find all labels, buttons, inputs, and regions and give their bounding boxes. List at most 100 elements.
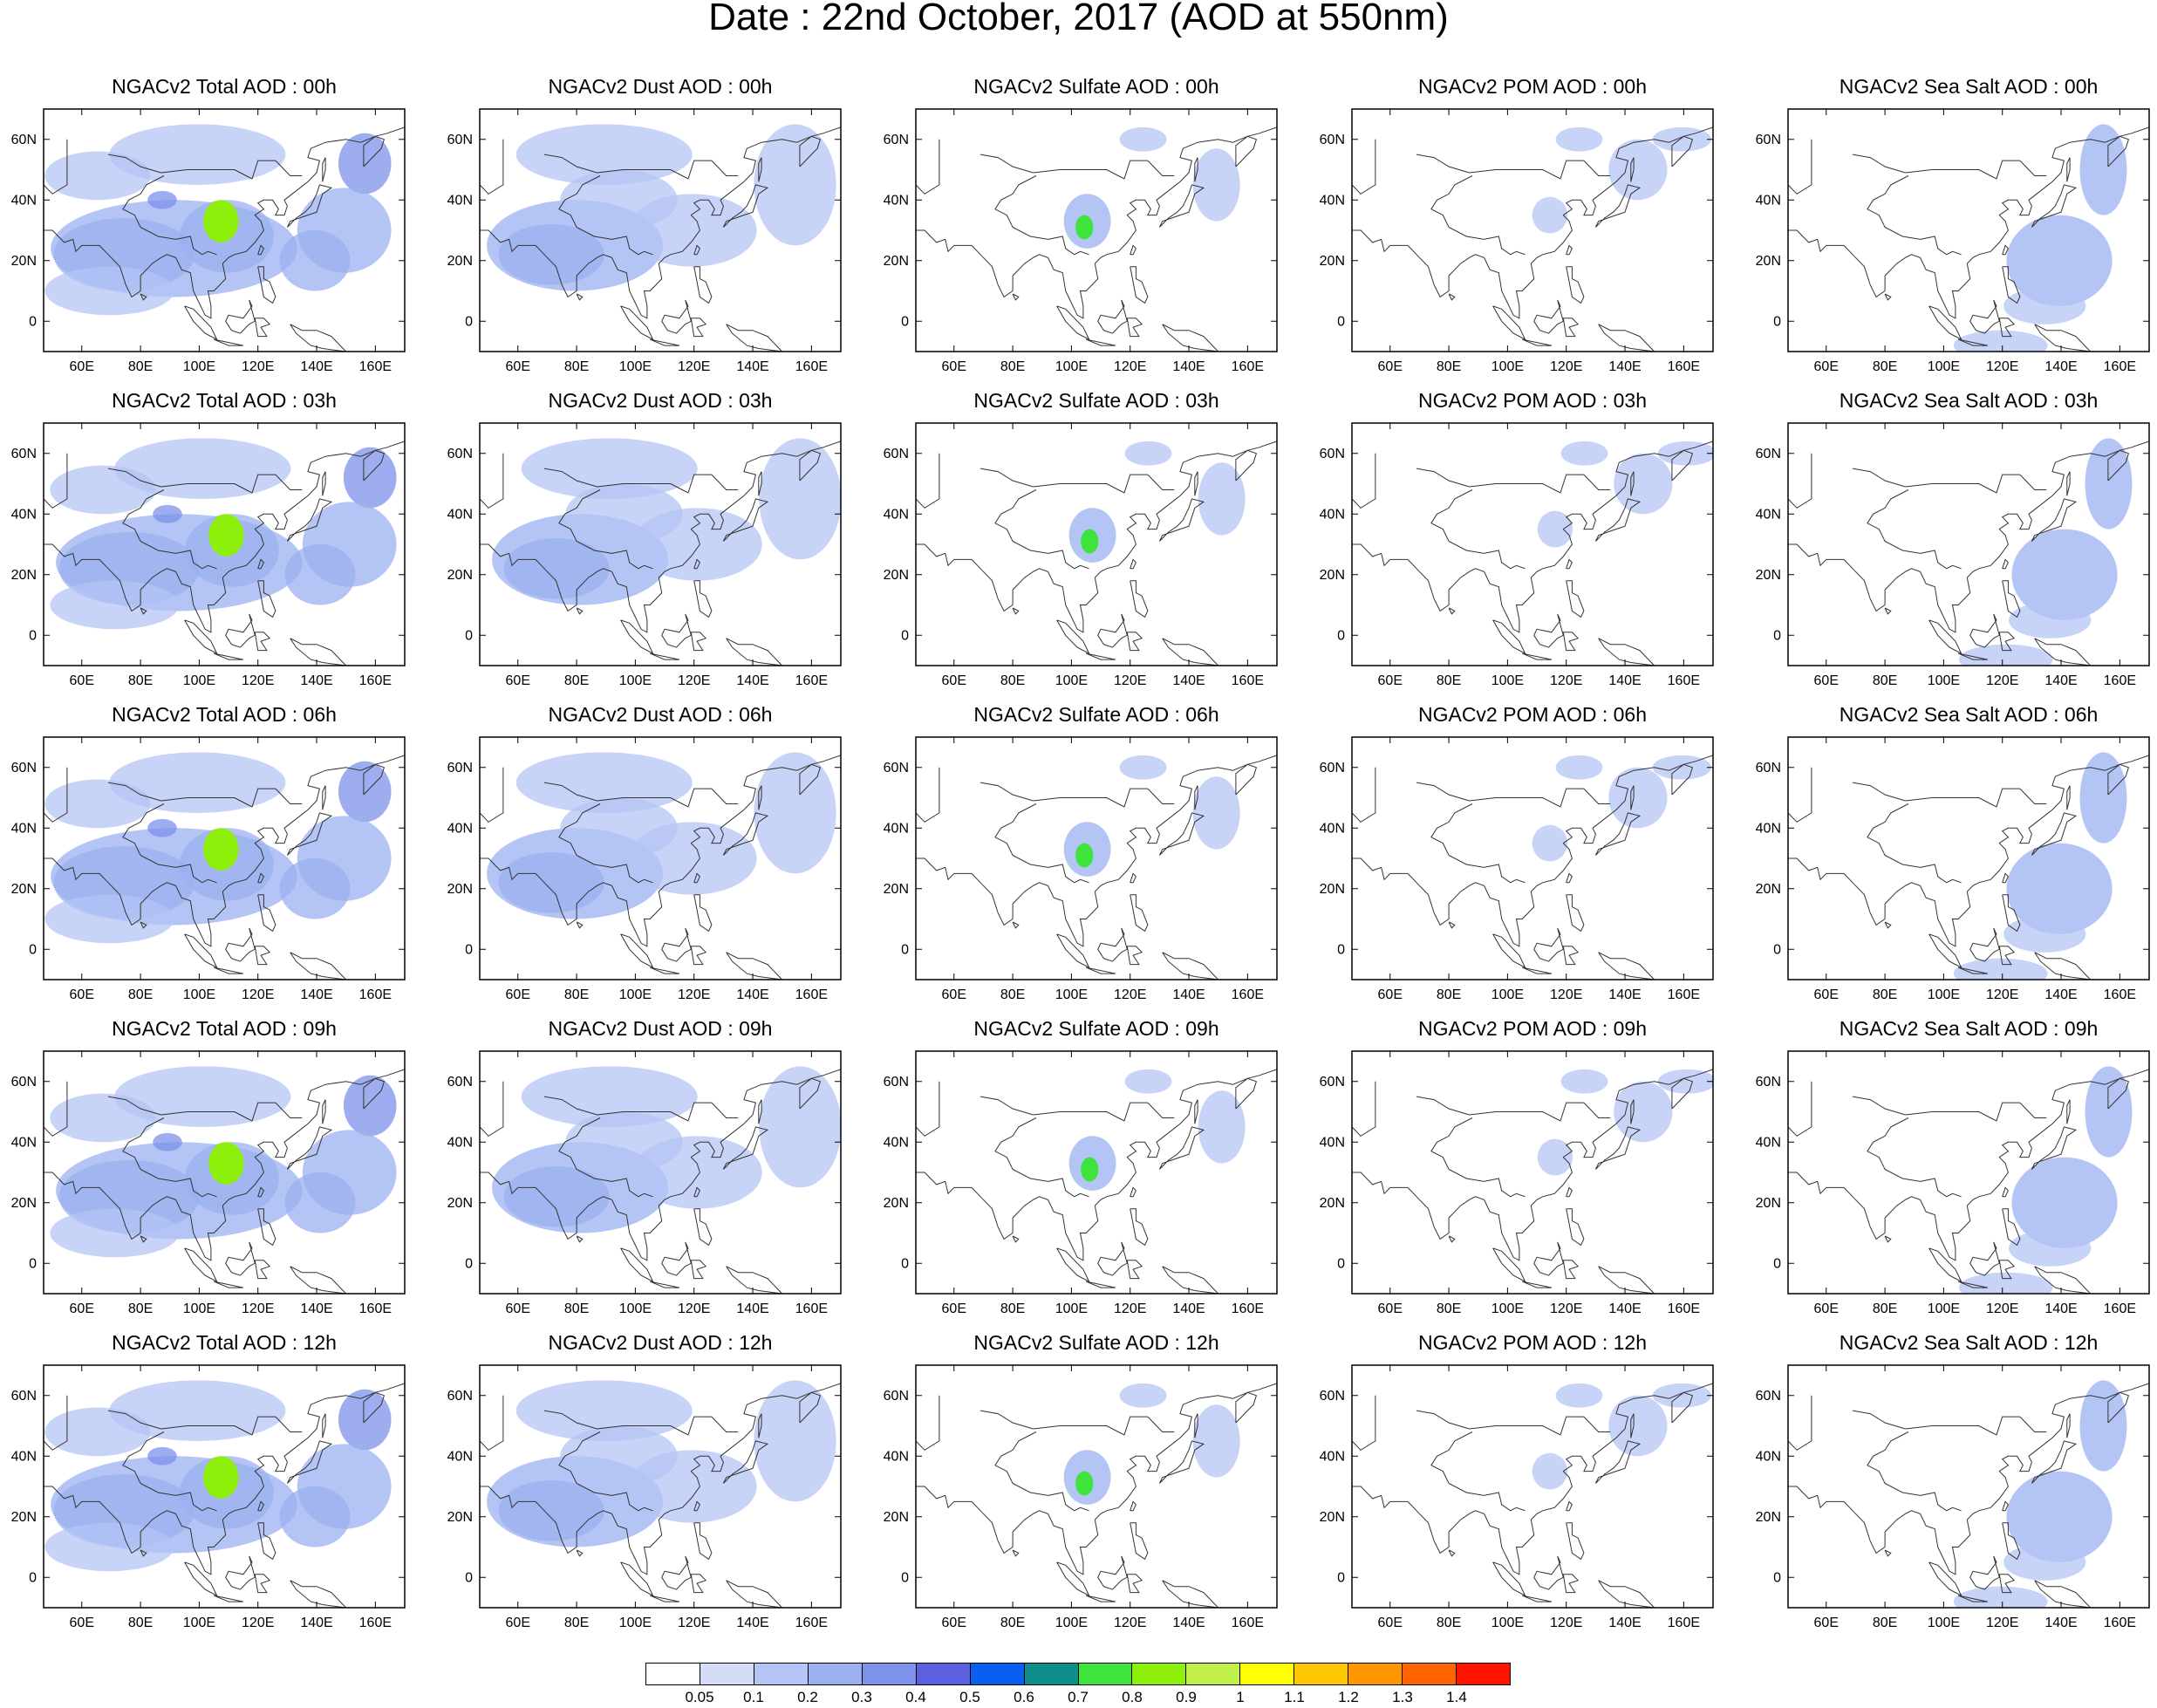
coastline	[257, 1208, 276, 1247]
map-panel-dust-3: NGACv2 Dust AOD : 09h 60E 80E 100E 120E 140E 1…	[447, 1017, 842, 1316]
coastline	[661, 299, 692, 334]
coastline	[1086, 652, 1116, 660]
lon-tick-label: 160E	[1232, 1616, 1264, 1630]
coastline	[1130, 894, 1149, 933]
map-panel-dust-1: NGACv2 Dust AOD : 03h 60E 80E 100E 120E 140E 1…	[447, 389, 842, 688]
lat-tick-label: 20N	[447, 254, 473, 269]
coastline	[1012, 293, 1020, 301]
lon-tick-label: 140E	[2044, 987, 2077, 1002]
coastline	[140, 1235, 147, 1243]
coastline	[994, 175, 1089, 256]
lat-tick-label: 20N	[1320, 1196, 1345, 1211]
aod-field	[44, 1522, 174, 1572]
map-panel-sulfate-4: NGACv2 Sulfate AOD : 12h 60E 80E 100E 120E 14…	[884, 1331, 1278, 1630]
coastline	[2002, 1208, 2021, 1247]
coastline	[214, 652, 244, 660]
coastline	[661, 927, 692, 962]
aod-field	[1537, 1138, 1573, 1176]
lon-tick-label: 120E	[1986, 359, 2018, 374]
coastline	[160, 788, 303, 808]
coastline	[1130, 266, 1149, 304]
coastline	[650, 1595, 680, 1602]
coastline	[1533, 1555, 1564, 1590]
coastline	[1130, 1186, 1137, 1198]
map-frame	[479, 422, 842, 666]
aod-field	[521, 438, 698, 499]
lon-tick-label: 100E	[183, 359, 215, 374]
lon-tick-label: 120E	[242, 1616, 274, 1630]
map-frame	[43, 736, 406, 980]
colorbar-labels: 0.05 0.1 0.2 0.3 0.4 0.5 0.6 0.7 0.8 0.9 1 1.1 1.2 1.…	[645, 1689, 1511, 1708]
coastline	[1469, 788, 1611, 808]
lon-tick-label: 60E	[70, 359, 94, 374]
lon-tick-label: 60E	[1814, 1616, 1839, 1630]
lon-tick-label: 60E	[1378, 359, 1403, 374]
colorbar-swatch	[1132, 1664, 1187, 1684]
coastline	[576, 293, 584, 301]
coastline	[799, 763, 822, 796]
lon-tick-label: 140E	[300, 1616, 332, 1630]
coastline	[1158, 812, 1205, 856]
coastline	[160, 474, 303, 494]
lat-tick-label: 20N	[447, 1510, 473, 1525]
colorbar-label: 1.2	[1338, 1689, 1359, 1705]
coastline	[1630, 785, 1635, 810]
coastline	[1630, 157, 1635, 182]
colorbar-label: 0.1	[743, 1689, 764, 1705]
panel-title: NGACv2 Sea Salt AOD : 03h	[1839, 389, 2099, 412]
lon-tick-label: 80E	[1873, 359, 1897, 374]
coastline	[1630, 1099, 1635, 1124]
coastline	[1788, 1383, 2149, 1575]
map-frame	[479, 1050, 842, 1295]
coastline	[1788, 453, 1812, 509]
aod-field	[498, 224, 604, 285]
lat-tick-label: 0	[1773, 1256, 1781, 1271]
aod-map: 60E 80E 100E 120E 140E 160E 0 20N 40N 60N	[1320, 1050, 1714, 1316]
coastline	[1788, 755, 2149, 947]
coastline	[1867, 1431, 1962, 1512]
coastline	[225, 1555, 256, 1590]
aod-field	[50, 1208, 180, 1258]
colorbar-label: 0.4	[905, 1689, 926, 1705]
panel-title: NGACv2 Dust AOD : 03h	[548, 389, 773, 412]
coastline	[1416, 1096, 1470, 1116]
coastline	[1562, 1260, 1580, 1280]
aod-field	[153, 1132, 182, 1151]
coastline	[257, 1522, 276, 1561]
coastline	[184, 1561, 218, 1597]
aod-field	[759, 438, 841, 560]
aod-field	[627, 822, 757, 895]
lon-tick-label: 60E	[70, 673, 94, 688]
coastline	[1566, 1500, 1573, 1512]
lon-tick-label: 100E	[1055, 673, 1088, 688]
coastline	[1969, 1555, 2000, 1590]
coastline	[661, 1241, 692, 1276]
coastline	[122, 803, 217, 884]
coastline	[1194, 785, 1198, 810]
aod-field	[627, 194, 757, 267]
lon-tick-label: 140E	[736, 359, 768, 374]
colorbar-swatch	[700, 1664, 754, 1684]
lon-tick-label: 80E	[1000, 359, 1025, 374]
aod-map: 60E 80E 100E 120E 140E 160E 0 20N 40N 60N	[447, 422, 842, 688]
coastline	[1969, 927, 2000, 962]
lon-tick-label: 120E	[242, 673, 274, 688]
coastline	[1126, 632, 1143, 652]
lon-tick-label: 140E	[736, 1301, 768, 1316]
lon-tick-label: 140E	[1608, 673, 1641, 688]
aod-field	[1958, 1272, 2053, 1294]
coastline	[1905, 788, 2047, 808]
aod-field	[2009, 602, 2092, 639]
aod-field	[109, 1380, 286, 1441]
coastline	[1566, 580, 1585, 618]
lon-tick-label: 120E	[242, 987, 274, 1002]
lat-tick-label: 60N	[447, 1075, 473, 1090]
coastline	[1788, 126, 2149, 319]
lon-tick-label: 100E	[1055, 1616, 1088, 1630]
coastline	[650, 967, 680, 974]
coastline	[1469, 1102, 1611, 1122]
coastline	[722, 498, 769, 542]
map-frame	[43, 422, 406, 666]
lat-tick-label: 0	[29, 314, 37, 329]
coastline	[2002, 266, 2021, 304]
